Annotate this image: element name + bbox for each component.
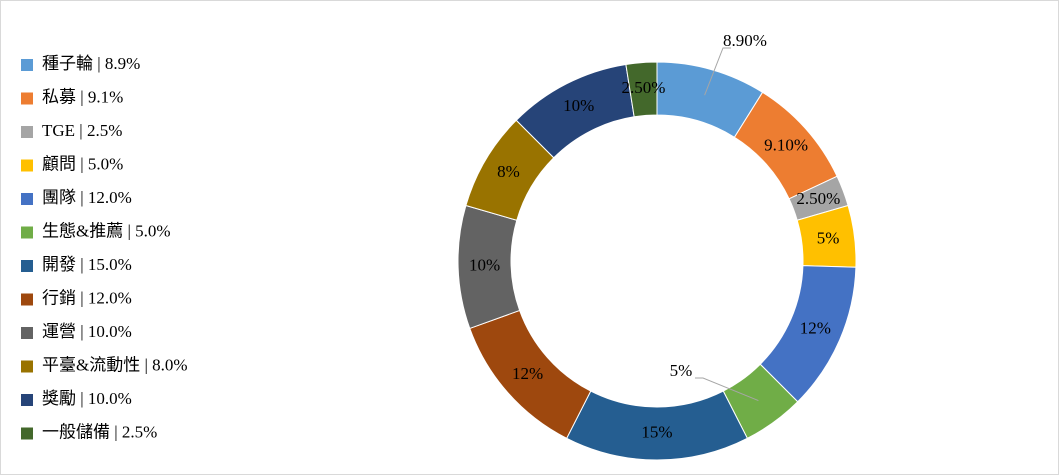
legend-swatch bbox=[21, 394, 33, 406]
legend-swatch bbox=[21, 293, 33, 306]
legend-label: 顧問 | 5.0% bbox=[42, 154, 123, 173]
leader-line bbox=[704, 47, 731, 96]
legend-swatch bbox=[21, 59, 33, 71]
legend-label: 獎勵 | 10.0% bbox=[42, 389, 132, 408]
leader-line bbox=[695, 377, 759, 402]
legend-label: TGE | 2.5% bbox=[42, 121, 122, 140]
data-label: 15% bbox=[641, 422, 672, 441]
legend-swatch bbox=[21, 92, 33, 105]
legend-swatch bbox=[21, 327, 33, 339]
legend-swatch bbox=[21, 126, 33, 138]
slice bbox=[625, 61, 658, 118]
legend-swatch bbox=[21, 193, 33, 205]
data-label: 12% bbox=[800, 318, 831, 337]
data-label: 2.50% bbox=[622, 78, 666, 97]
data-label: 8.90% bbox=[723, 31, 767, 50]
legend-label: 種子輪 | 8.9% bbox=[42, 54, 140, 73]
legend-label: 私募 | 9.1% bbox=[42, 87, 123, 106]
data-label: 5% bbox=[670, 361, 693, 380]
legend-label: 運營 | 10.0% bbox=[42, 322, 132, 341]
data-label: 12% bbox=[512, 364, 543, 383]
legend-label: 生態&推薦 | 5.0% bbox=[42, 221, 171, 240]
data-label: 5% bbox=[817, 228, 840, 247]
legend-swatch bbox=[21, 360, 33, 373]
data-label: 10% bbox=[563, 96, 594, 115]
data-label: 2.50% bbox=[796, 189, 840, 208]
legend-label: 一般儲備 | 2.5% bbox=[42, 422, 157, 441]
legend-label: 團隊 | 12.0% bbox=[42, 188, 132, 207]
legend-swatch bbox=[21, 159, 33, 172]
legend-label: 開發 | 15.0% bbox=[42, 255, 132, 274]
data-label: 8% bbox=[497, 162, 520, 181]
legend-swatch bbox=[21, 226, 33, 239]
data-label: 9.10% bbox=[764, 135, 808, 154]
legend-label: 平臺&流動性 | 8.0% bbox=[42, 355, 188, 374]
data-label: 10% bbox=[469, 255, 500, 274]
legend-swatch bbox=[21, 260, 33, 272]
legend-swatch bbox=[21, 427, 33, 440]
legend-label: 行銷 | 12.0% bbox=[42, 288, 132, 307]
